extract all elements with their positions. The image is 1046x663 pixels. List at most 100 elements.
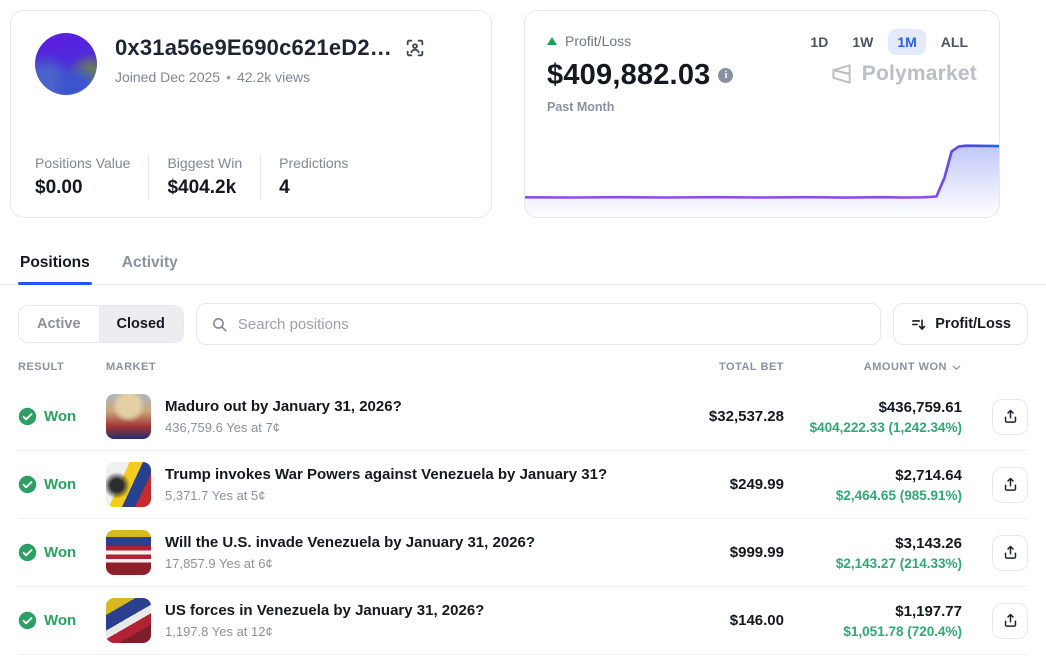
pnl-value: $409,882.03 [547, 59, 711, 91]
status-label: Won [44, 612, 77, 629]
market-title[interactable]: Trump invokes War Powers against Venezue… [165, 466, 608, 483]
position-detail: 17,857.9 Yes at 6¢ [165, 556, 273, 571]
share-icon [1004, 477, 1016, 491]
status-label: Won [44, 408, 77, 425]
header-amount-won-label: AMOUNT WON [863, 361, 947, 373]
stat-label: Biggest Win [167, 155, 243, 171]
polymarket-logo-icon [828, 61, 854, 87]
profit-detail: $2,464.65 (985.91%) [835, 487, 962, 503]
position-detail: 1,197.8 Yes at 12¢ [165, 624, 273, 639]
position-row[interactable]: Won Maduro out by January 31, 2026? 436,… [18, 383, 1028, 451]
market-title[interactable]: US forces in Venezuela by January 31, 20… [165, 602, 485, 619]
position-row[interactable]: Won Will the U.S. invade Venezuela by Ja… [18, 519, 1028, 587]
stat-positions-value: Positions Value $0.00 [35, 155, 148, 199]
pnl-card: Profit/Loss 1D 1W 1M ALL $409,882.03 i [524, 10, 1000, 218]
total-bet-value: $146.00 [729, 611, 784, 629]
top-cards: 0x31a56e9E690c621eD2… Joined Dec 2025 • 42… [0, 0, 1046, 218]
share-button[interactable] [992, 602, 1028, 639]
position-row[interactable]: Won US forces in Venezuela by January 31… [18, 587, 1028, 655]
range-1m[interactable]: 1M [888, 29, 926, 55]
status-badge: Won [18, 407, 106, 426]
tab-activity[interactable]: Activity [121, 254, 178, 271]
table-header-row: RESULT MARKET TOTAL BET AMOUNT WON [18, 345, 1028, 383]
meta-separator: • [226, 69, 231, 85]
stat-value: $404.2k [167, 177, 237, 198]
tab-positions[interactable]: Positions [18, 248, 92, 285]
time-range-selector: 1D 1W 1M ALL [801, 29, 977, 55]
check-circle-icon [18, 407, 37, 426]
section-tabs: Positions Activity [0, 248, 1046, 285]
range-1w[interactable]: 1W [852, 34, 874, 50]
amount-won-value: $1,197.77 [895, 602, 962, 620]
stat-predictions: Predictions 4 [260, 155, 366, 199]
profile-meta: Joined Dec 2025 • 42.2k views [115, 69, 426, 85]
stat-label: Predictions [279, 155, 349, 171]
position-detail: 436,759.6 Yes at 7¢ [165, 420, 280, 435]
pnl-label-row: Profit/Loss [547, 29, 631, 49]
pnl-sparkline-chart [525, 144, 999, 217]
header-total-bet: TOTAL BET [719, 361, 784, 373]
range-all[interactable]: ALL [940, 34, 968, 50]
stat-value: 4 [279, 177, 290, 198]
header-result: RESULT [18, 361, 65, 373]
polymarket-wordmark: Polymarket [861, 62, 977, 85]
polymarket-brand: Polymarket [828, 61, 977, 87]
check-circle-icon [18, 611, 37, 630]
profit-detail: $404,222.33 (1,242.34%) [809, 419, 962, 435]
info-icon[interactable]: i [718, 68, 734, 83]
search-icon [211, 316, 228, 333]
amount-won-value: $436,759.61 [878, 398, 962, 416]
header-market: MARKET [106, 361, 157, 373]
total-bet-value: $999.99 [729, 543, 784, 561]
amount-won-value: $3,143.26 [895, 534, 962, 552]
segment-active[interactable]: Active [19, 306, 99, 342]
chevron-down-icon [952, 365, 961, 370]
pnl-label: Profit/Loss [565, 33, 632, 49]
stat-label: Positions Value [35, 155, 131, 171]
filter-bar: Active Closed Profit/Loss [0, 285, 1046, 345]
market-title[interactable]: Will the U.S. invade Venezuela by Januar… [165, 534, 536, 551]
search-input[interactable] [237, 315, 867, 333]
status-badge: Won [18, 543, 106, 562]
share-button[interactable] [992, 398, 1028, 435]
header-amount-won[interactable]: AMOUNT WON [864, 361, 962, 373]
check-circle-icon [18, 543, 37, 562]
position-detail: 5,371.7 Yes at 5¢ [165, 488, 266, 503]
profit-detail: $2,143.27 (214.33%) [835, 555, 962, 571]
sort-button-label: Profit/Loss [935, 316, 1011, 332]
share-icon [1004, 545, 1016, 559]
search-box [195, 303, 882, 345]
status-badge: Won [18, 475, 106, 494]
range-1d[interactable]: 1D [810, 34, 829, 50]
qr-scan-icon[interactable] [404, 37, 426, 59]
wallet-address: 0x31a56e9E690c621eD2… [115, 35, 392, 60]
profile-card: 0x31a56e9E690c621eD2… Joined Dec 2025 • 42… [10, 10, 492, 218]
share-button[interactable] [992, 534, 1028, 571]
segment-closed[interactable]: Closed [98, 306, 183, 342]
up-triangle-icon [547, 37, 557, 45]
check-circle-icon [18, 475, 37, 494]
stat-biggest-win: Biggest Win $404.2k [148, 155, 260, 199]
profit-detail: $1,051.78 (720.4%) [843, 623, 962, 639]
share-icon [1004, 409, 1016, 423]
profile-stats: Positions Value $0.00 Biggest Win $404.2… [35, 155, 467, 199]
status-label: Won [44, 544, 77, 561]
market-thumbnail [106, 394, 151, 439]
total-bet-value: $249.99 [729, 475, 784, 493]
total-bet-value: $32,537.28 [708, 407, 784, 425]
market-thumbnail [106, 530, 151, 575]
avatar[interactable] [35, 33, 97, 95]
market-thumbnail [106, 462, 151, 507]
position-row[interactable]: Won Trump invokes War Powers against Ven… [18, 451, 1028, 519]
share-icon [1004, 613, 1016, 627]
sort-icon [910, 316, 927, 333]
status-badge: Won [18, 611, 106, 630]
share-button[interactable] [992, 466, 1028, 503]
joined-date: Joined Dec 2025 [115, 69, 221, 85]
market-title[interactable]: Maduro out by January 31, 2026? [165, 398, 402, 415]
profile-header: 0x31a56e9E690c621eD2… Joined Dec 2025 • 42… [35, 33, 467, 95]
status-label: Won [44, 476, 77, 493]
stat-value: $0.00 [35, 177, 83, 198]
positions-table: RESULT MARKET TOTAL BET AMOUNT WON Won M… [18, 345, 1028, 655]
profit-loss-sort-button[interactable]: Profit/Loss [893, 303, 1028, 345]
